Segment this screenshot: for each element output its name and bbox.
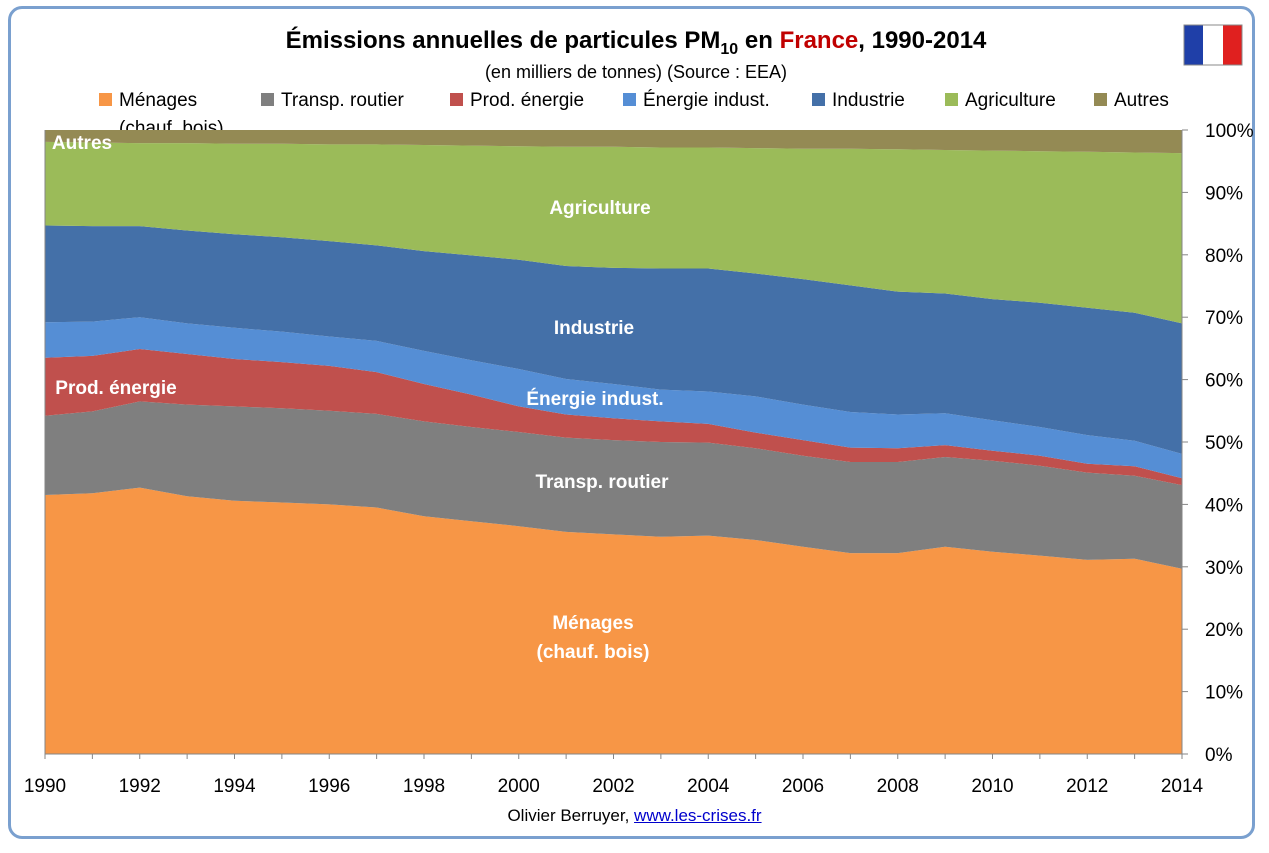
legend-label: Autres <box>1114 90 1169 111</box>
title-years: 1990-2014 <box>872 27 987 54</box>
x-tick-label: 2008 <box>877 776 919 797</box>
y-tick-label: 80% <box>1205 246 1243 267</box>
area-series-3 <box>45 349 1182 486</box>
credit-line: Olivier Berruyer, www.les-crises.fr <box>0 806 1269 826</box>
area-series-6 <box>45 141 1182 324</box>
area-label-prod-energie: Prod. énergie <box>55 378 176 399</box>
legend-item: Énergie indust. <box>623 90 770 111</box>
plot-areas <box>45 130 1182 754</box>
area-label-energie-indust: Énergie indust. <box>526 388 663 410</box>
chart-subtitle: (en milliers de tonnes) (Source : EEA) <box>485 62 787 82</box>
x-tick-label: 2014 <box>1161 776 1204 797</box>
area-label-menages-2: (chauf. bois) <box>537 642 650 663</box>
legend-label: Transp. routier <box>281 90 405 111</box>
title-country: France <box>780 27 859 54</box>
y-tick-label: 70% <box>1205 308 1243 329</box>
legend-swatch <box>261 93 274 106</box>
area-series-7 <box>45 130 1182 154</box>
x-tick-label: 1994 <box>213 776 256 797</box>
x-tick-label: 2010 <box>971 776 1013 797</box>
legend-item: Transp. routier <box>261 90 405 111</box>
area-series-2 <box>45 401 1182 569</box>
y-tick-label: 50% <box>1205 433 1243 454</box>
area-label-menages: Ménages <box>552 613 633 634</box>
y-tick-label: 90% <box>1205 183 1243 204</box>
title-en: en <box>745 27 773 54</box>
credit-author: Olivier Berruyer, <box>507 806 630 825</box>
y-tick-label: 10% <box>1205 683 1243 704</box>
area-label-autres: Autres <box>52 133 112 154</box>
legend-item: Industrie <box>812 90 905 111</box>
legend-item: Agriculture <box>945 90 1056 111</box>
x-tick-label: 2012 <box>1066 776 1108 797</box>
legend-label: Agriculture <box>965 90 1056 111</box>
legend-swatch <box>623 93 636 106</box>
legend-label: Industrie <box>832 90 905 111</box>
legend-label: Prod. énergie <box>470 90 584 111</box>
y-tick-label: 30% <box>1205 558 1243 579</box>
legend-swatch <box>450 93 463 106</box>
x-tick-label: 2002 <box>592 776 634 797</box>
y-tick-label: 100% <box>1205 121 1254 142</box>
x-tick-label: 2004 <box>687 776 730 797</box>
area-label-agriculture: Agriculture <box>549 198 650 219</box>
x-tick-label: 1996 <box>308 776 350 797</box>
area-label-industrie: Industrie <box>554 318 634 339</box>
area-series-1 <box>45 487 1182 754</box>
title-main: Émissions annuelles de particules PM <box>286 26 721 54</box>
legend-swatch <box>99 93 112 106</box>
x-tick-label: 2006 <box>782 776 824 797</box>
title-comma: , <box>858 27 865 54</box>
legend-item: Autres <box>1094 90 1169 111</box>
y-tick-label: 60% <box>1205 371 1243 392</box>
legend-item: Prod. énergie <box>450 90 584 111</box>
legend-swatch <box>1094 93 1107 106</box>
legend-swatch <box>812 93 825 106</box>
title-subscript: 10 <box>720 41 738 58</box>
area-series-5 <box>45 225 1182 454</box>
y-tick-label: 40% <box>1205 495 1243 516</box>
credit-link[interactable]: www.les-crises.fr <box>634 806 762 825</box>
axes: 1990 1992 1994 1996 1998 2000 2002 2004 2006 2008… <box>24 121 1254 797</box>
chart-title: Émissions annuelles de particules PM10 e… <box>286 26 987 58</box>
area-series-4 <box>45 317 1182 479</box>
area-label-transp-routier: Transp. routier <box>535 472 669 493</box>
y-tick-label: 0% <box>1205 745 1233 766</box>
x-tick-label: 1998 <box>403 776 445 797</box>
legend-swatch <box>945 93 958 106</box>
x-tick-label: 1992 <box>119 776 161 797</box>
x-tick-label: 1990 <box>24 776 66 797</box>
legend-label: Énergie indust. <box>643 90 770 111</box>
legend-label: Ménages <box>119 90 197 111</box>
france-flag-icon <box>1183 24 1243 66</box>
x-tick-label: 2000 <box>498 776 540 797</box>
y-tick-label: 20% <box>1205 620 1243 641</box>
